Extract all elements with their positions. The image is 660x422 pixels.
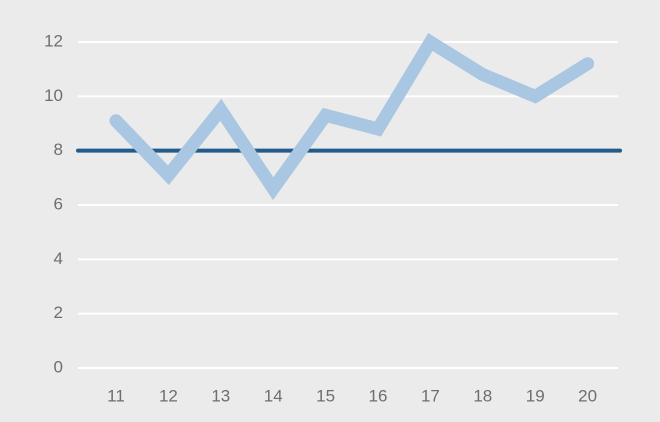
data-point <box>377 128 379 130</box>
y-tick-label: 8 <box>54 140 63 159</box>
data-point <box>115 120 117 122</box>
x-tick-label: 18 <box>473 386 492 405</box>
x-tick-label: 20 <box>578 386 597 405</box>
data-point <box>167 174 169 176</box>
data-point <box>272 188 274 190</box>
y-tick-label: 6 <box>54 194 63 213</box>
data-point <box>325 114 327 116</box>
data-point <box>587 63 589 65</box>
series-line <box>109 32 595 201</box>
y-tick-label: 0 <box>54 357 63 376</box>
y-axis-ticks: 0 2 4 6 8 10 12 <box>44 31 63 376</box>
x-tick-label: 16 <box>369 386 388 405</box>
x-tick-label: 12 <box>159 386 178 405</box>
y-tick-label: 10 <box>44 86 63 105</box>
y-tick-label: 12 <box>44 31 63 50</box>
data-point <box>220 109 222 111</box>
data-point <box>534 95 536 97</box>
x-tick-label: 17 <box>421 386 440 405</box>
x-tick-label: 15 <box>316 386 335 405</box>
data-point <box>482 74 484 76</box>
series-group <box>109 32 595 201</box>
x-tick-label: 19 <box>526 386 545 405</box>
x-tick-label: 13 <box>211 386 230 405</box>
x-axis-ticks: 11 12 13 14 15 16 17 18 19 20 <box>107 386 597 405</box>
y-tick-label: 4 <box>54 249 63 268</box>
data-point <box>429 41 431 43</box>
x-tick-label: 11 <box>107 386 125 405</box>
x-tick-label: 14 <box>264 386 283 405</box>
y-tick-label: 2 <box>54 303 63 322</box>
